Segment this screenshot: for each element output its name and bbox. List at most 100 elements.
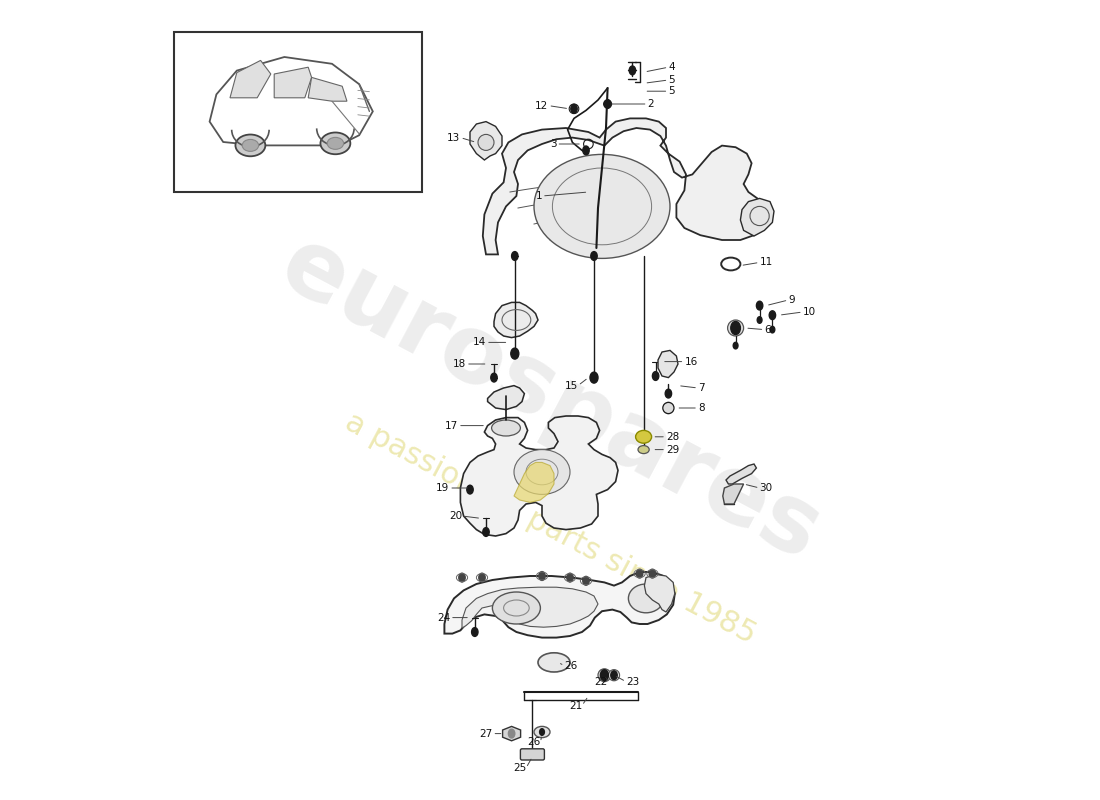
Text: 22: 22 <box>594 677 607 686</box>
Text: 14: 14 <box>473 338 486 347</box>
Text: 1: 1 <box>536 191 542 201</box>
Ellipse shape <box>663 402 674 414</box>
Polygon shape <box>726 464 757 484</box>
Ellipse shape <box>478 573 485 582</box>
Polygon shape <box>658 350 678 378</box>
Text: 28: 28 <box>666 432 680 442</box>
Polygon shape <box>308 78 346 102</box>
Ellipse shape <box>571 104 578 113</box>
Polygon shape <box>274 67 311 98</box>
Ellipse shape <box>757 317 762 323</box>
Ellipse shape <box>483 528 490 536</box>
Polygon shape <box>723 484 744 504</box>
Ellipse shape <box>636 430 651 443</box>
Polygon shape <box>487 386 525 410</box>
Text: 20: 20 <box>449 511 462 521</box>
Text: 29: 29 <box>666 445 680 454</box>
Ellipse shape <box>638 446 649 454</box>
Ellipse shape <box>320 133 351 154</box>
Text: 13: 13 <box>447 133 461 142</box>
Text: 25: 25 <box>513 763 526 773</box>
Polygon shape <box>645 574 674 612</box>
Text: 15: 15 <box>564 381 578 390</box>
Ellipse shape <box>610 670 617 680</box>
Text: 26: 26 <box>564 661 578 670</box>
Polygon shape <box>461 416 618 536</box>
Ellipse shape <box>512 251 518 261</box>
Ellipse shape <box>734 342 738 349</box>
Ellipse shape <box>590 372 598 383</box>
Ellipse shape <box>327 138 343 150</box>
Text: 12: 12 <box>535 101 549 110</box>
Ellipse shape <box>534 726 550 738</box>
Polygon shape <box>470 122 502 160</box>
Text: 10: 10 <box>803 307 816 317</box>
Ellipse shape <box>492 420 520 436</box>
Ellipse shape <box>598 669 611 682</box>
Text: 27: 27 <box>480 729 493 738</box>
Text: 30: 30 <box>760 483 772 493</box>
Text: 19: 19 <box>436 483 449 493</box>
Ellipse shape <box>491 373 497 382</box>
Ellipse shape <box>591 251 597 261</box>
Polygon shape <box>503 726 520 741</box>
Text: 23: 23 <box>626 677 639 686</box>
Polygon shape <box>210 57 373 146</box>
Ellipse shape <box>628 584 663 613</box>
Polygon shape <box>444 572 674 638</box>
Ellipse shape <box>666 390 672 398</box>
Ellipse shape <box>649 570 656 578</box>
Ellipse shape <box>540 729 544 735</box>
Text: 18: 18 <box>453 359 466 369</box>
FancyBboxPatch shape <box>520 749 544 760</box>
Ellipse shape <box>770 326 774 333</box>
Ellipse shape <box>727 320 744 336</box>
Ellipse shape <box>466 485 473 494</box>
Text: 16: 16 <box>684 357 697 366</box>
Ellipse shape <box>601 670 608 681</box>
Text: 2: 2 <box>648 99 654 109</box>
FancyBboxPatch shape <box>174 32 422 192</box>
Ellipse shape <box>242 139 258 151</box>
Text: 5: 5 <box>669 86 675 96</box>
Ellipse shape <box>510 348 519 359</box>
Text: 8: 8 <box>698 403 705 413</box>
Polygon shape <box>740 198 774 236</box>
Ellipse shape <box>235 134 265 156</box>
Text: 17: 17 <box>444 421 458 430</box>
Text: 6: 6 <box>764 325 771 334</box>
Ellipse shape <box>583 576 590 586</box>
Ellipse shape <box>730 322 740 334</box>
Polygon shape <box>494 302 538 338</box>
Ellipse shape <box>652 371 659 380</box>
Ellipse shape <box>566 573 573 582</box>
Ellipse shape <box>538 653 570 672</box>
Ellipse shape <box>508 730 515 738</box>
Text: a passion for parts since 1985: a passion for parts since 1985 <box>340 407 760 649</box>
Ellipse shape <box>629 66 636 74</box>
Ellipse shape <box>583 146 590 154</box>
Text: eurospares: eurospares <box>265 219 835 581</box>
Ellipse shape <box>637 570 642 578</box>
Ellipse shape <box>608 670 619 681</box>
Ellipse shape <box>539 571 546 581</box>
Ellipse shape <box>514 450 570 494</box>
Polygon shape <box>230 60 271 98</box>
Text: 26: 26 <box>527 738 540 747</box>
Text: 9: 9 <box>789 295 795 305</box>
Ellipse shape <box>459 573 465 582</box>
Ellipse shape <box>664 402 672 414</box>
Text: 5: 5 <box>669 75 675 85</box>
Ellipse shape <box>478 134 494 150</box>
Text: 7: 7 <box>698 383 705 393</box>
Text: 21: 21 <box>569 701 582 710</box>
Polygon shape <box>462 587 598 628</box>
Ellipse shape <box>757 302 762 310</box>
Text: 3: 3 <box>550 139 557 149</box>
Ellipse shape <box>769 310 776 319</box>
Polygon shape <box>483 118 764 254</box>
Polygon shape <box>514 462 554 502</box>
Text: 11: 11 <box>760 258 773 267</box>
Ellipse shape <box>534 154 670 258</box>
Text: 24: 24 <box>437 613 450 622</box>
